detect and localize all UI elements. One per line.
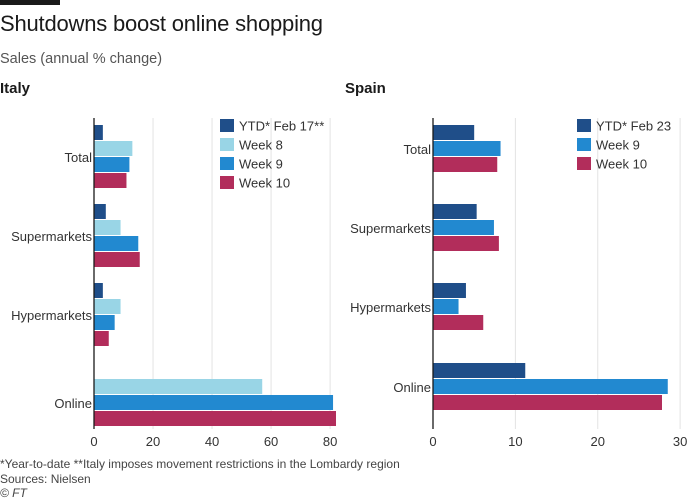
x-tick-label-italy-20: 20 xyxy=(146,434,160,449)
legend-label-italy-ytd: YTD* Feb 17** xyxy=(239,119,324,134)
bar-italy-supermarkets-week10 xyxy=(94,252,140,267)
legend-swatch-spain-week9 xyxy=(577,138,591,151)
bar-italy-hypermarkets-week8 xyxy=(94,299,121,314)
bar-italy-online-week8 xyxy=(94,379,263,394)
legend-label-spain-ytd: YTD* Feb 23 xyxy=(596,119,671,134)
category-label-spain-online: Online xyxy=(393,380,431,395)
legend-swatch-italy-week9 xyxy=(220,157,234,170)
legend-label-spain-week9: Week 9 xyxy=(596,138,640,153)
x-tick-label-spain-30: 30 xyxy=(673,434,687,449)
category-label-italy-supermarkets: Supermarkets xyxy=(11,229,92,244)
chart-title: Shutdowns boost online shopping xyxy=(0,11,323,36)
category-label-italy-total: Total xyxy=(65,150,93,165)
bar-italy-total-week8 xyxy=(94,141,133,156)
credit: © FT xyxy=(0,486,27,500)
bar-italy-supermarkets-week9 xyxy=(94,236,139,251)
x-tick-label-spain-0: 0 xyxy=(429,434,436,449)
category-label-italy-online: Online xyxy=(54,396,92,411)
legend-swatch-italy-ytd xyxy=(220,119,234,132)
bar-italy-hypermarkets-week10 xyxy=(94,331,109,346)
x-tick-label-spain-10: 10 xyxy=(508,434,522,449)
x-tick-label-spain-20: 20 xyxy=(591,434,605,449)
bar-spain-online-week10 xyxy=(433,395,662,410)
bar-italy-total-week9 xyxy=(94,157,130,172)
bar-italy-hypermarkets-week9 xyxy=(94,315,115,330)
bar-spain-hypermarkets-week10 xyxy=(433,315,484,330)
bar-italy-online-week9 xyxy=(94,395,334,410)
bar-spain-supermarkets-week9 xyxy=(433,220,494,235)
legend-label-italy-week10: Week 10 xyxy=(239,176,290,191)
bar-italy-hypermarkets-ytd xyxy=(94,283,103,298)
bar-italy-total-week10 xyxy=(94,173,127,188)
category-label-spain-hypermarkets: Hypermarkets xyxy=(350,300,431,315)
legend-swatch-spain-week10 xyxy=(577,157,591,170)
bar-spain-hypermarkets-week9 xyxy=(433,299,459,314)
bar-italy-supermarkets-ytd xyxy=(94,204,106,219)
footnote: *Year-to-date **Italy imposes movement r… xyxy=(0,457,400,471)
bar-italy-supermarkets-week8 xyxy=(94,220,121,235)
bar-italy-online-week10 xyxy=(94,411,336,426)
legend-label-italy-week8: Week 8 xyxy=(239,138,283,153)
legend-label-italy-week9: Week 9 xyxy=(239,157,283,172)
legend-swatch-spain-ytd xyxy=(577,119,591,132)
panel-title-spain: Spain xyxy=(345,80,386,97)
category-label-italy-hypermarkets: Hypermarkets xyxy=(11,308,92,323)
x-tick-label-italy-40: 40 xyxy=(205,434,219,449)
category-label-spain-supermarkets: Supermarkets xyxy=(350,221,431,236)
source-note: Sources: Nielsen xyxy=(0,472,91,486)
bar-spain-online-ytd xyxy=(433,363,526,378)
ft-header-bar xyxy=(0,0,60,5)
x-tick-label-italy-80: 80 xyxy=(323,434,337,449)
bar-spain-supermarkets-week10 xyxy=(433,236,499,251)
bar-spain-supermarkets-ytd xyxy=(433,204,477,219)
bar-spain-total-week9 xyxy=(433,141,501,156)
x-tick-label-italy-0: 0 xyxy=(90,434,97,449)
legend-label-spain-week10: Week 10 xyxy=(596,157,647,172)
panel-title-italy: Italy xyxy=(0,80,31,97)
bar-spain-total-ytd xyxy=(433,125,475,140)
bar-spain-online-week9 xyxy=(433,379,668,394)
bar-spain-total-week10 xyxy=(433,157,498,172)
legend-swatch-italy-week10 xyxy=(220,176,234,189)
chart-subtitle: Sales (annual % change) xyxy=(0,51,163,67)
category-label-spain-total: Total xyxy=(404,142,432,157)
legend-swatch-italy-week8 xyxy=(220,138,234,151)
x-tick-label-italy-60: 60 xyxy=(264,434,278,449)
bar-spain-hypermarkets-ytd xyxy=(433,283,466,298)
bar-italy-total-ytd xyxy=(94,125,103,140)
